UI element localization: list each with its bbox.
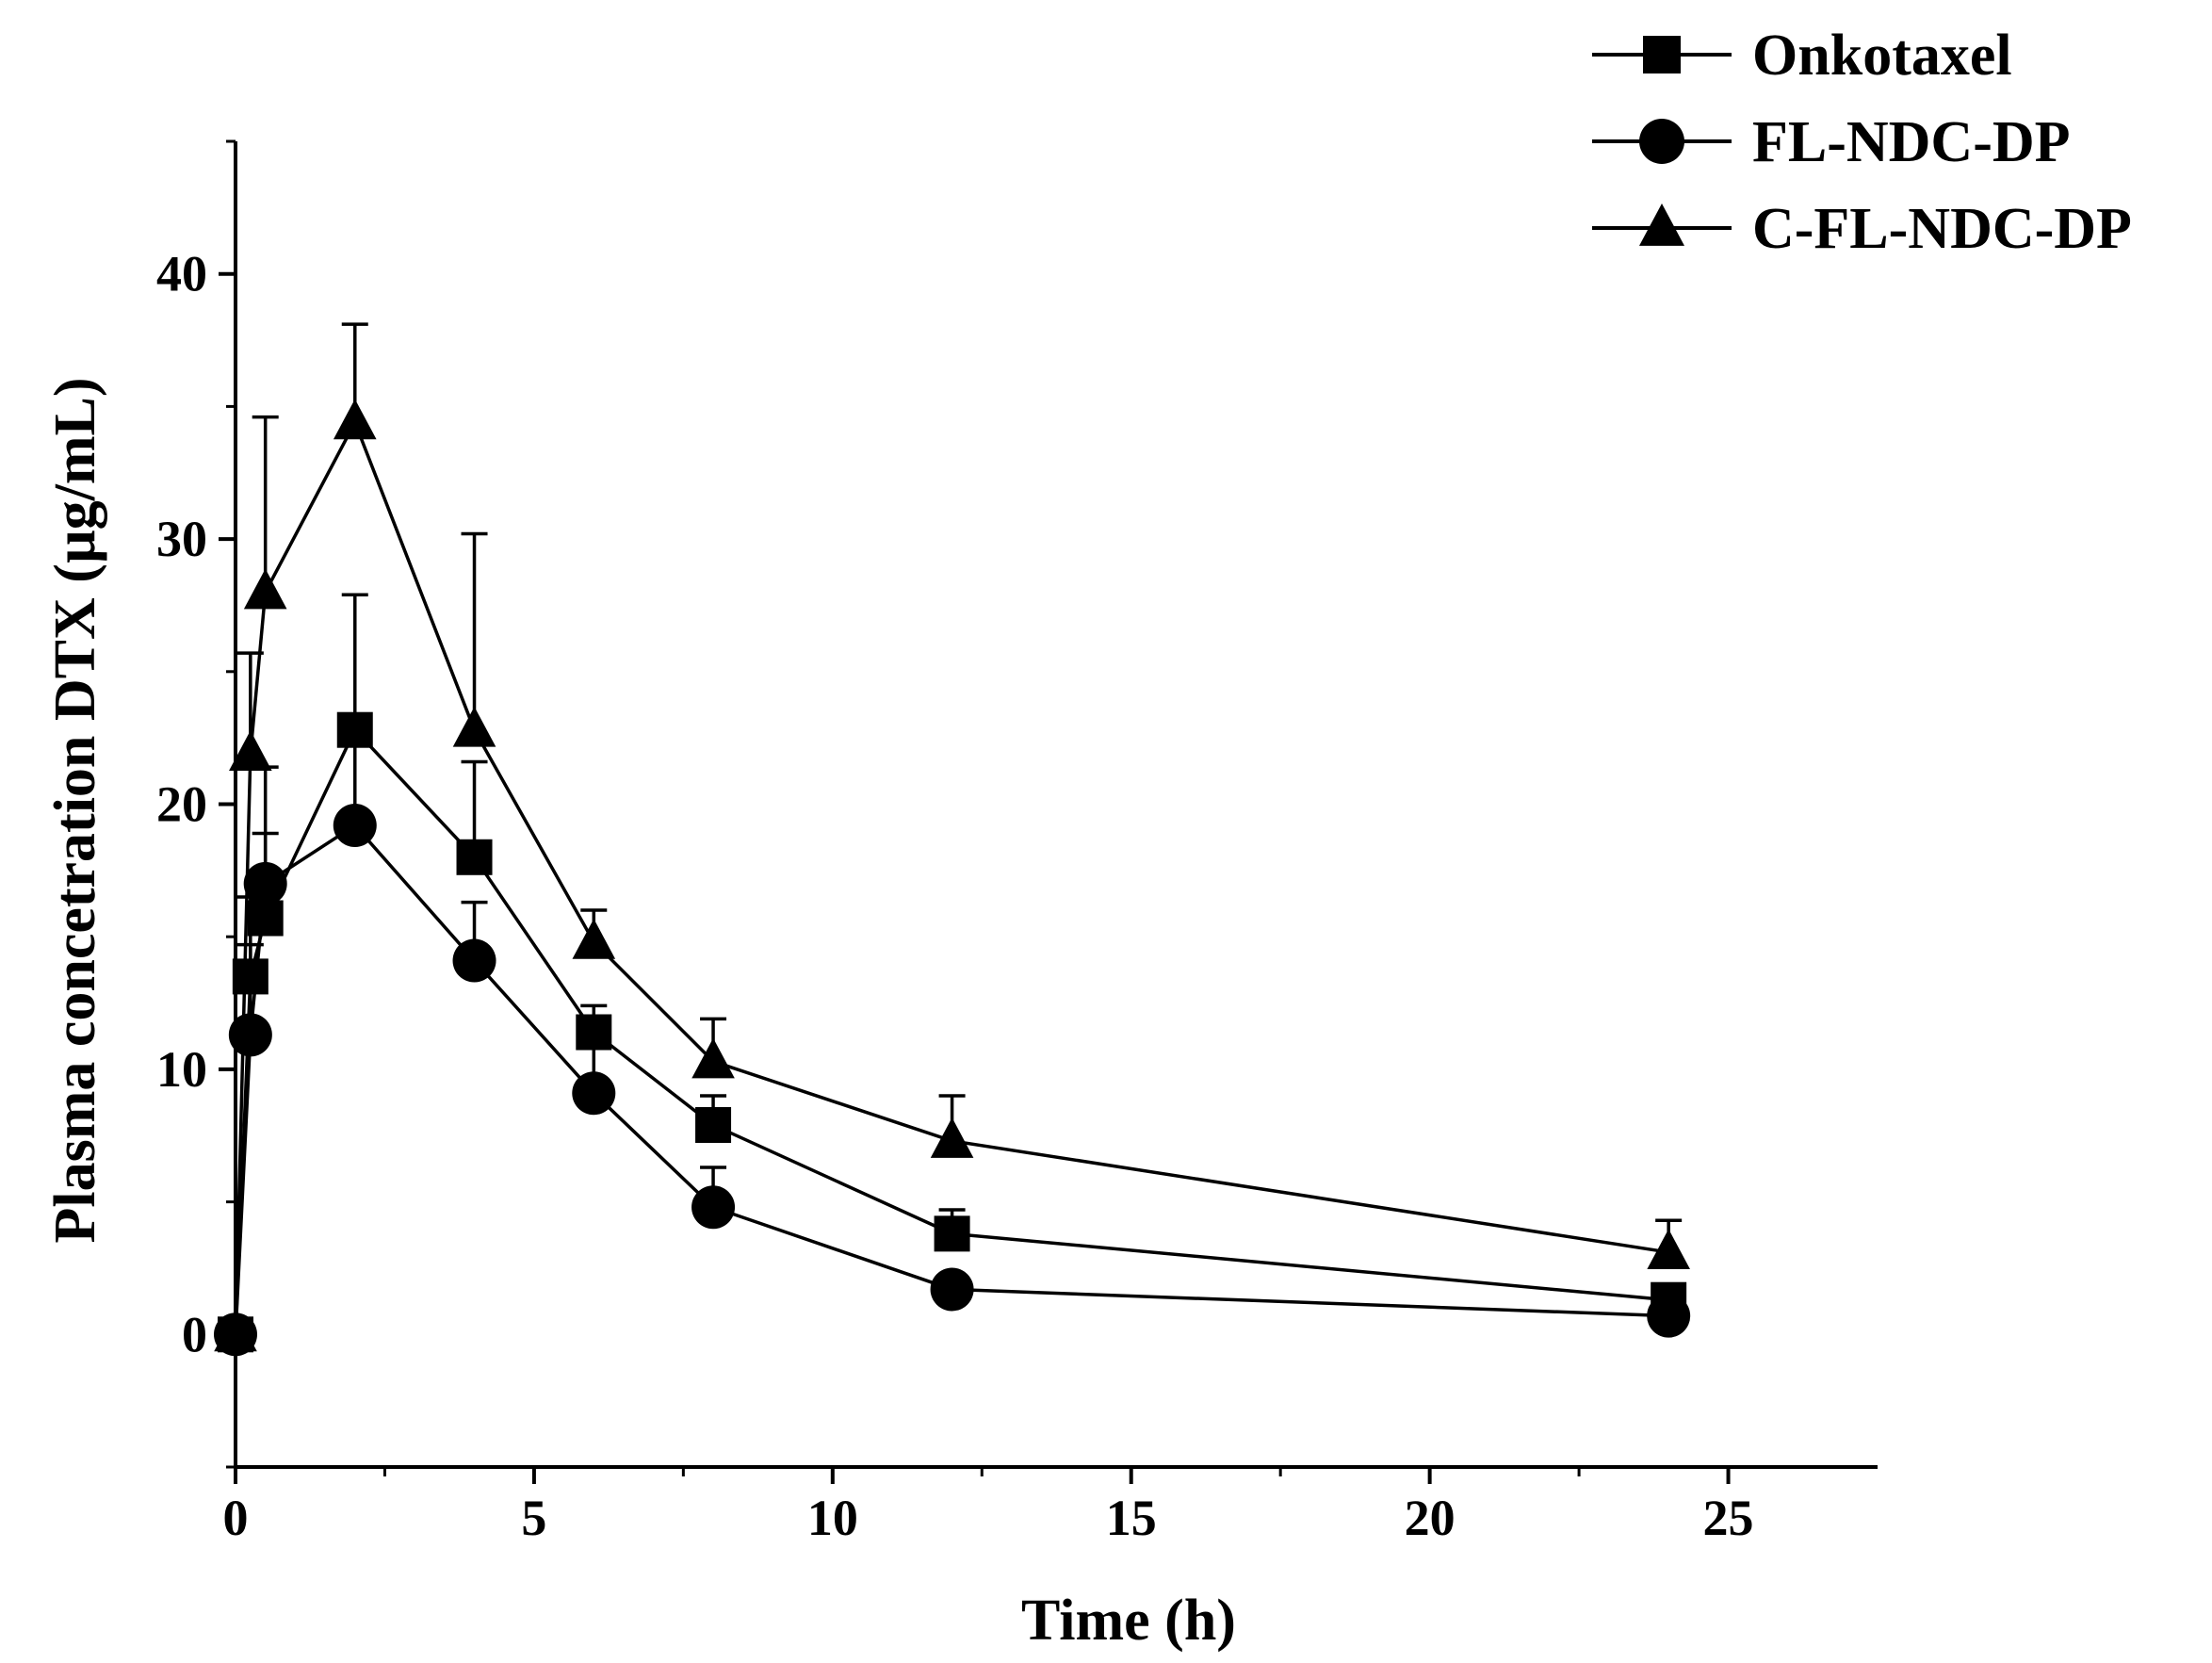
legend-item: Onkotaxel bbox=[1592, 24, 2012, 88]
x-tick-label: 10 bbox=[807, 1490, 858, 1546]
data-point bbox=[452, 938, 496, 983]
series-line bbox=[234, 418, 1669, 1335]
data-point bbox=[243, 861, 287, 905]
axes: 0 5 10 15 20 25 0 10 20 30 40 bbox=[156, 139, 1878, 1546]
y-tick-label: 0 bbox=[182, 1306, 207, 1362]
data-point bbox=[456, 839, 493, 875]
data-point bbox=[333, 804, 377, 848]
legend-label: Onkotaxel bbox=[1752, 24, 2012, 88]
data-point bbox=[691, 1037, 735, 1079]
data-point bbox=[572, 1071, 616, 1116]
y-tick-label: 40 bbox=[156, 246, 207, 302]
data-point bbox=[228, 1013, 272, 1057]
x-tick-label: 15 bbox=[1106, 1490, 1157, 1546]
x-tick-label: 0 bbox=[223, 1490, 249, 1546]
x-tick-label: 25 bbox=[1703, 1490, 1754, 1546]
data-point bbox=[452, 706, 496, 747]
data-point bbox=[247, 900, 284, 937]
data-point bbox=[572, 919, 616, 959]
data-point bbox=[691, 1185, 736, 1230]
series-layer bbox=[214, 322, 1691, 1357]
x-tick-label: 5 bbox=[521, 1490, 546, 1546]
x-tick-label: 20 bbox=[1405, 1490, 1456, 1546]
data-point bbox=[934, 1215, 970, 1252]
y-tick-label: 20 bbox=[156, 776, 207, 833]
legend-marker bbox=[1643, 36, 1681, 73]
legend-item: C-FL-NDC-DP bbox=[1592, 197, 2132, 261]
data-point bbox=[333, 399, 377, 440]
legend-item: FL-NDC-DP bbox=[1592, 110, 2071, 174]
legend: Onkotaxel FL-NDC-DP C-FL-NDC-DP bbox=[1592, 24, 2132, 261]
y-axis-title: Plasma concetration DTX (µg/mL) bbox=[43, 377, 107, 1243]
legend-marker bbox=[1639, 119, 1684, 164]
x-axis-title: Time (h) bbox=[1021, 1589, 1236, 1653]
series-c-fl-ndc-dp bbox=[214, 322, 1690, 1352]
data-point bbox=[930, 1117, 974, 1158]
data-point bbox=[229, 730, 272, 771]
data-point bbox=[930, 1267, 974, 1312]
series-line bbox=[234, 823, 1669, 1335]
legend-label: C-FL-NDC-DP bbox=[1752, 197, 2132, 261]
data-point bbox=[1647, 1229, 1690, 1270]
y-tick-label: 30 bbox=[156, 511, 207, 567]
legend-label: FL-NDC-DP bbox=[1752, 110, 2071, 174]
data-point bbox=[214, 1311, 257, 1352]
data-point bbox=[695, 1106, 732, 1143]
series-fl-ndc-dp bbox=[214, 742, 1691, 1357]
data-point bbox=[1647, 1294, 1691, 1338]
series-onkotaxel bbox=[218, 593, 1687, 1353]
y-tick-label: 10 bbox=[156, 1041, 207, 1098]
data-point bbox=[243, 568, 287, 610]
legend-marker bbox=[1639, 203, 1684, 246]
